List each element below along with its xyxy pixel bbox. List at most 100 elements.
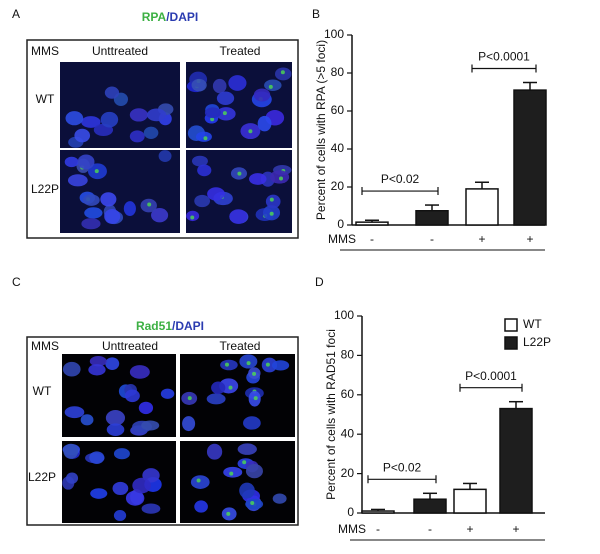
y-tick-label: 40 [341, 426, 355, 440]
legend-label: L22P [523, 335, 551, 349]
nucleus [248, 173, 267, 185]
column-label: Treated [220, 339, 261, 353]
nucleus [211, 381, 226, 395]
y-tick-label: 20 [341, 466, 355, 480]
column-label: Treated [220, 44, 261, 58]
row-label: WT [33, 384, 52, 398]
column-label: Unttreated [102, 339, 158, 353]
x-row-label: MMS [338, 522, 366, 536]
nucleus [204, 107, 221, 119]
focus [226, 511, 231, 516]
y-axis-label: Percent of cells with RPA (>5 foci) [314, 40, 328, 220]
nucleus [106, 423, 125, 436]
y-tick-label: 60 [341, 387, 355, 401]
nucleus [113, 448, 130, 460]
x-tick-label: + [478, 232, 485, 246]
focus [228, 385, 233, 390]
y-tick-label: 0 [337, 217, 344, 231]
nucleus [84, 207, 103, 219]
nucleus [100, 111, 119, 128]
y-tick-label: 100 [324, 27, 344, 41]
panel-title: Rad51/DAPI [136, 319, 204, 333]
y-tick-label: 40 [331, 141, 345, 155]
row-label: L22P [31, 182, 59, 196]
panel-title: RPA/DAPI [142, 10, 198, 24]
nucleus [89, 451, 105, 464]
focus [229, 471, 234, 476]
focus [147, 202, 152, 207]
nucleus [64, 406, 85, 419]
nucleus [65, 472, 79, 484]
y-axis-label: Percent of cells with RAD51 foci [324, 329, 338, 500]
nucleus [194, 500, 208, 513]
significance-label: P<0.02 [383, 460, 422, 474]
y-tick-label: 0 [347, 505, 354, 519]
focus [279, 176, 284, 181]
nucleus [141, 420, 160, 431]
row-header: MMS [31, 44, 59, 58]
focus [268, 84, 273, 89]
focus [222, 111, 227, 116]
bar [465, 188, 499, 226]
panel-frame [26, 39, 299, 239]
nucleus [83, 194, 100, 206]
nucleus [80, 414, 94, 426]
nucleus [228, 75, 247, 91]
x-row-label: MMS [328, 232, 356, 246]
title-part: RPA [142, 10, 167, 24]
nucleus [206, 393, 226, 405]
nucleus [143, 126, 159, 139]
nucleus [212, 78, 227, 94]
y-tick-label: 60 [331, 103, 345, 117]
bar [361, 510, 395, 514]
nucleus [191, 155, 208, 167]
x-tick-label: - [428, 522, 432, 536]
nucleus [64, 156, 79, 168]
nucleus [100, 192, 117, 207]
nucleus [191, 78, 207, 92]
significance-bracket [367, 475, 437, 484]
x-tick-label: - [376, 522, 380, 536]
nucleus [123, 201, 136, 217]
bar [413, 498, 447, 514]
nucleus [182, 416, 196, 432]
nucleus [104, 86, 120, 99]
nucleus [65, 111, 84, 126]
nucleus [237, 443, 257, 455]
legend-swatch [504, 336, 518, 350]
nucleus [223, 466, 243, 478]
focus [210, 117, 215, 122]
nucleus [89, 356, 107, 367]
y-tick-label: 100 [334, 308, 354, 322]
nucleus [125, 490, 145, 506]
bar [453, 488, 487, 514]
nucleus [264, 79, 282, 91]
significance-label: P<0.0001 [478, 50, 530, 64]
focus [242, 460, 247, 465]
title-part: /DAPI [166, 10, 198, 24]
legend-label: WT [523, 317, 542, 331]
x-tick-label: + [466, 522, 473, 536]
focus [280, 70, 285, 75]
nucleus [229, 209, 248, 224]
nucleus [142, 468, 160, 483]
panel-letter: D [315, 275, 324, 289]
nucleus [104, 208, 121, 224]
nucleus [197, 164, 212, 177]
panel-letter: C [12, 275, 21, 289]
focus [269, 197, 274, 202]
nucleus [105, 357, 120, 371]
nucleus [129, 365, 150, 379]
nucleus [195, 131, 212, 142]
nucleus [138, 401, 154, 415]
focus [190, 215, 195, 220]
significance-label: P<0.02 [381, 172, 420, 186]
focus [203, 136, 208, 141]
nucleus [62, 361, 81, 377]
nucleus [77, 154, 95, 170]
nucleus [253, 88, 271, 102]
nucleus [151, 208, 169, 223]
row-header: MMS [31, 339, 59, 353]
nucleus [113, 509, 127, 521]
